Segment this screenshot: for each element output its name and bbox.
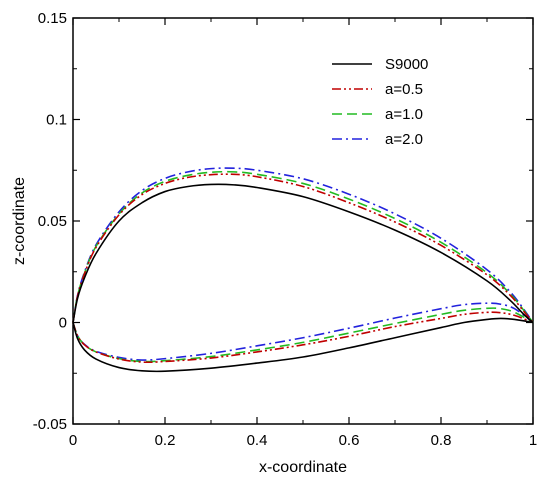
plot-frame <box>72 17 534 425</box>
y-tick-label: 0 <box>59 315 67 332</box>
series-line-a-0-5-upper <box>72 173 534 324</box>
series-line-s9000-lower <box>72 317 534 373</box>
series-line-s9000-upper <box>72 183 534 324</box>
y-axis: -0.05 0 0.05 0.1 0.15 <box>33 10 533 433</box>
x-tick-label: 0.8 <box>431 432 452 449</box>
series-line-a-0-5-lower <box>72 311 534 364</box>
x-tick-label: 0.2 <box>155 432 176 449</box>
legend-label: a=0.5 <box>385 81 423 98</box>
curves-layer <box>72 167 534 373</box>
y-axis-label: z-coordinate <box>11 177 28 265</box>
y-tick-label: -0.05 <box>33 416 67 433</box>
x-tick-label: 1 <box>529 432 537 449</box>
y-tick-label: 0.1 <box>46 112 67 129</box>
x-tick-label: 0.4 <box>247 432 268 449</box>
x-tick-label: 0.6 <box>339 432 360 449</box>
legend-label: a=2.0 <box>385 131 423 148</box>
plot-area <box>72 17 534 425</box>
x-tick-label: 0 <box>69 432 77 449</box>
series-line-a-2-0-upper <box>72 167 534 323</box>
legend: S9000 a=0.5 a=1.0 a=2.0 <box>332 56 428 148</box>
series-line-a-2-0-lower <box>72 302 534 361</box>
series-line-a-1-0-lower <box>72 307 534 363</box>
y-tick-label: 0.05 <box>38 213 67 230</box>
legend-label: a=1.0 <box>385 106 423 123</box>
x-axis-label: x-coordinate <box>259 459 347 476</box>
x-axis: 0 0.2 0.4 0.6 0.8 1 <box>69 18 537 449</box>
legend-label: S9000 <box>385 56 428 73</box>
y-tick-label: 0.15 <box>38 10 67 27</box>
